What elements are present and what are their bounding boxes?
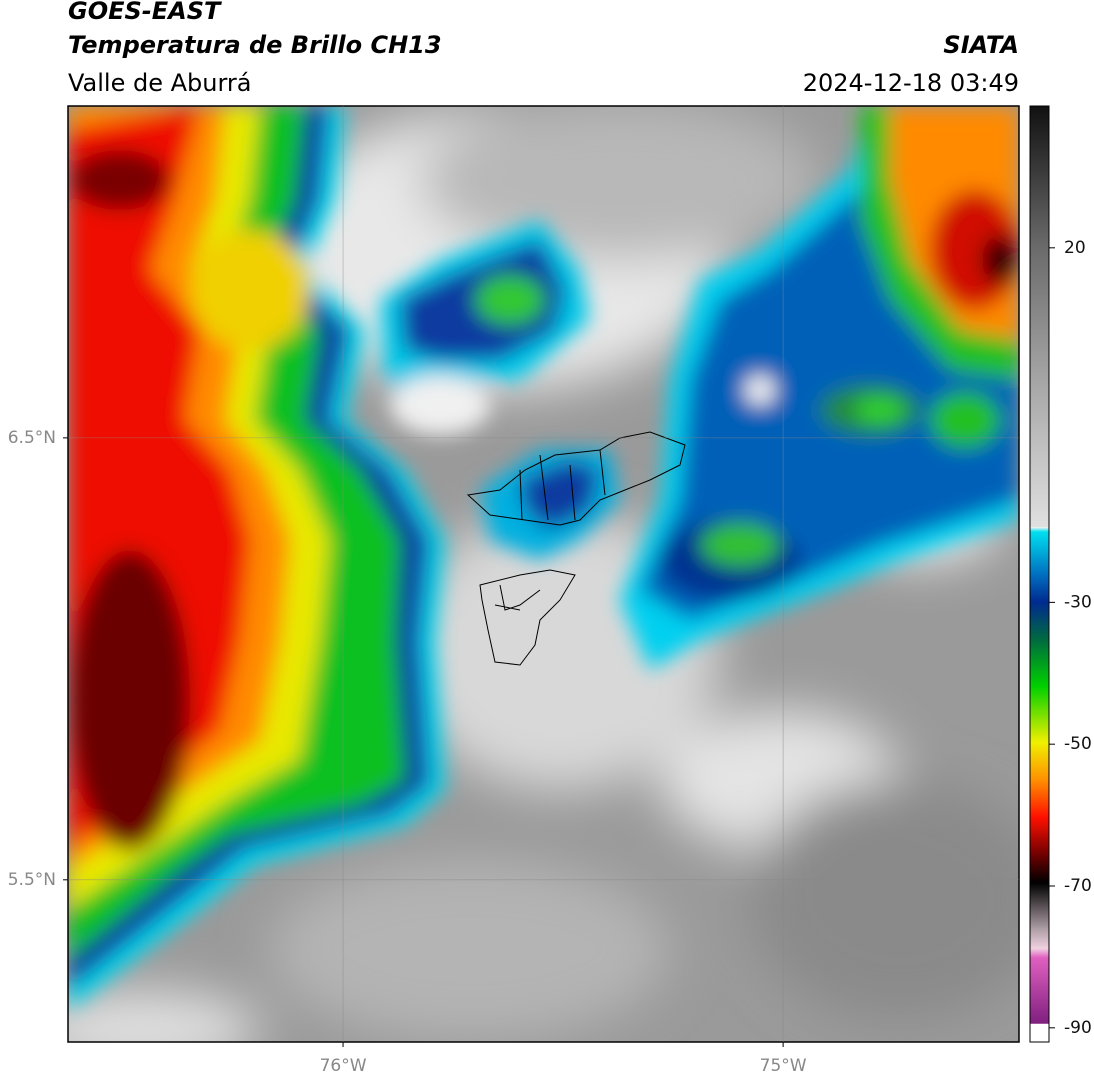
title: GOES-EAST bbox=[68, 0, 222, 25]
colorbar-tick-label: 20 bbox=[1064, 238, 1086, 258]
source: SIATA bbox=[943, 31, 1019, 59]
colorbar-tick-label: -50 bbox=[1064, 734, 1092, 754]
municipal-boundaries bbox=[466, 431, 686, 666]
colorbar-tick-label: -70 bbox=[1064, 876, 1092, 896]
y-tick-label: 6.5°N bbox=[8, 428, 56, 448]
subtitle: Temperatura de Brillo CH13 bbox=[68, 31, 442, 59]
satellite-image bbox=[68, 106, 1019, 1042]
y-tick-label: 5.5°N bbox=[8, 870, 56, 890]
timestamp: 2024-12-18 03:49 bbox=[803, 69, 1019, 97]
region: Valle de Aburrá bbox=[68, 69, 252, 97]
colorbar bbox=[1029, 105, 1050, 1043]
map-frame bbox=[67, 105, 1020, 1043]
colorbar-tick-label: -30 bbox=[1064, 592, 1092, 612]
x-tick-label: 75°W bbox=[760, 1056, 807, 1076]
x-tick-label: 76°W bbox=[320, 1056, 367, 1076]
colorbar-tick-label: -90 bbox=[1064, 1018, 1092, 1038]
